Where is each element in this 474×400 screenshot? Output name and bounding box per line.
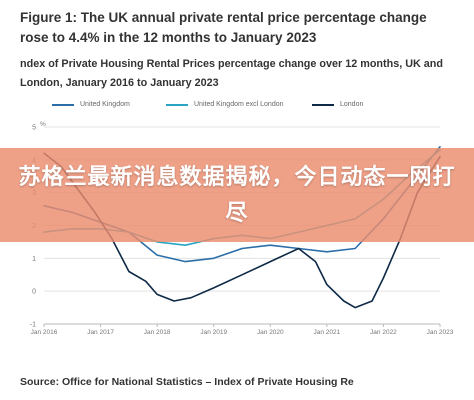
legend-swatch-london	[312, 103, 334, 106]
banner-headline: 苏格兰最新消息数据揭秘，今日动态一网打尽	[18, 165, 456, 226]
x-tick-label: Jan 2021	[313, 329, 340, 336]
x-tick-label: Jan 2018	[144, 329, 171, 336]
y-tick-label: 0	[32, 289, 36, 296]
y-tick-label: -1	[30, 322, 36, 329]
x-tick-label: Jan 2017	[87, 329, 114, 336]
legend-label-united-kingdom-excl-london: United Kingdom excl London	[194, 101, 284, 108]
x-tick-label: Jan 2022	[370, 329, 397, 336]
legend-item-london: London	[312, 101, 363, 108]
x-tick-label: Jan 2023	[427, 329, 454, 336]
x-tick-label: Jan 2020	[257, 329, 284, 336]
legend-swatch-united-kingdom-excl-london	[166, 103, 188, 106]
source-note: Source: Office for National Statistics –…	[20, 376, 354, 388]
x-tick-label: Jan 2016	[31, 329, 58, 336]
x-tick-label: Jan 2019	[200, 329, 227, 336]
overlay-banner	[0, 148, 474, 242]
legend-item-united-kingdom-excl-london: United Kingdom excl London	[166, 101, 284, 108]
figure-subtitle: ndex of Private Housing Rental Prices pe…	[20, 58, 443, 89]
figure-title: Figure 1: The UK annual private rental p…	[20, 10, 427, 45]
legend-item-united-kingdom: United Kingdom	[52, 101, 130, 108]
legend-swatch-united-kingdom	[52, 103, 74, 106]
y-tick-label: 5	[32, 125, 36, 132]
legend-label-united-kingdom: United Kingdom	[80, 101, 130, 108]
y-tick-label: 1	[32, 256, 36, 263]
legend-label-london: London	[340, 101, 364, 108]
y-unit-label: %	[40, 121, 46, 128]
